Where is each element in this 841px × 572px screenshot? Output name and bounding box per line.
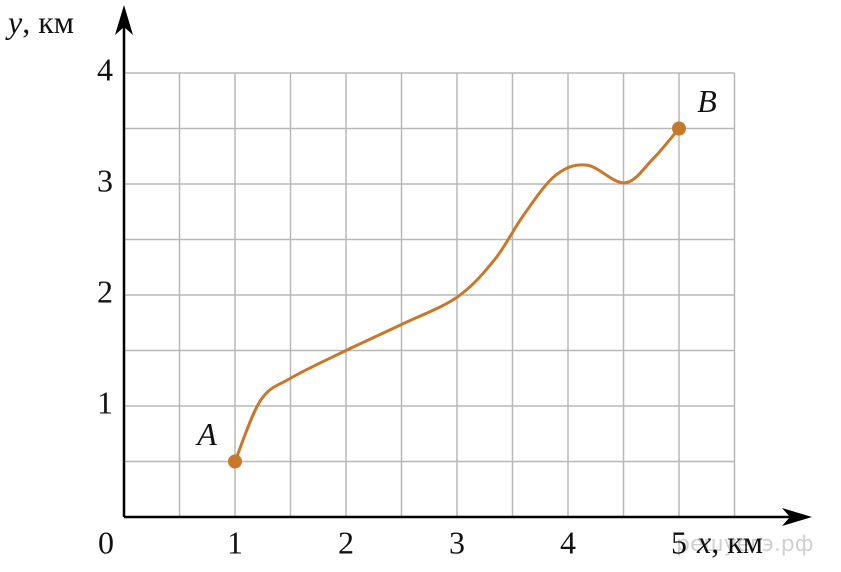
x-tick-label: 3 (449, 524, 465, 560)
point-label: B (697, 83, 717, 119)
watermark: решуегэ.рф (676, 532, 814, 557)
y-tick-label: 3 (97, 162, 113, 198)
x-tick-label: 1 (227, 524, 243, 560)
y-axis-unit: , км (22, 4, 74, 40)
point-marker (228, 454, 242, 469)
x-axis-label: x, км (696, 524, 763, 560)
x-tick-label: 5 (671, 524, 687, 560)
point-label: A (195, 416, 217, 452)
point-marker (672, 121, 686, 136)
y-axis-arrow (115, 5, 133, 35)
y-tick-label: 4 (97, 51, 113, 87)
x-tick-label: 4 (560, 524, 576, 560)
x-tick-label: 0 (98, 524, 114, 560)
x-axis-unit: , км (711, 524, 763, 560)
x-axis-var: x (696, 524, 711, 560)
x-tick-label: 2 (338, 524, 354, 560)
x-axis-arrow (782, 508, 812, 526)
y-axis-var: y (5, 4, 23, 40)
y-tick-label: 1 (97, 384, 113, 420)
y-axis-label: y, км (5, 4, 74, 40)
y-tick-label: 2 (97, 273, 113, 309)
trajectory (233, 127, 681, 463)
